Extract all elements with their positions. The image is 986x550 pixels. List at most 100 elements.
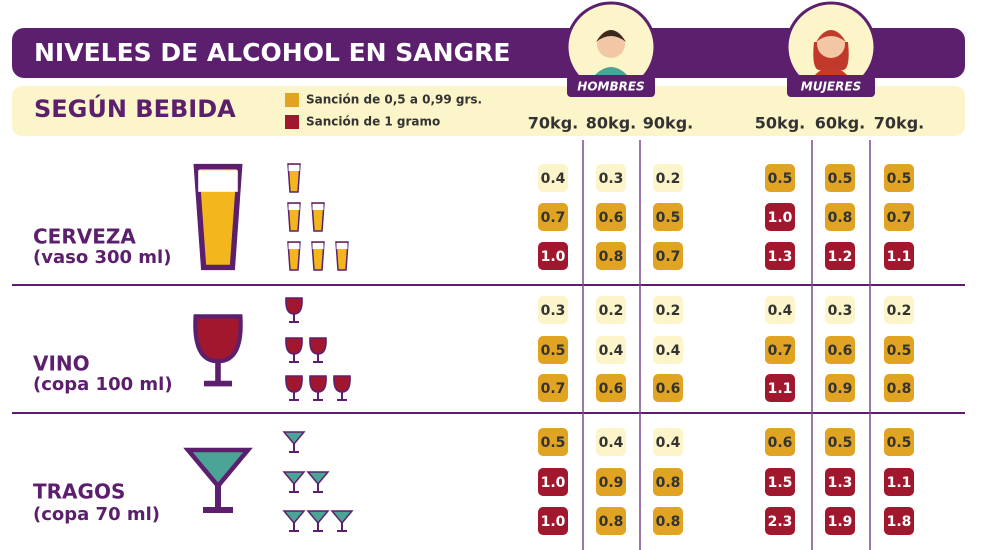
cell-value: 0.9 <box>599 475 624 491</box>
small-glass <box>309 375 327 393</box>
column-header: 50kg. <box>755 114 805 133</box>
cell-value: 0.3 <box>541 303 566 319</box>
cell-bg <box>653 296 683 324</box>
cell-value: 0.4 <box>656 343 681 359</box>
column-header: 70kg. <box>528 114 578 133</box>
group-label: MUJERES <box>801 80 861 94</box>
cell-bg <box>825 336 855 364</box>
big-glass-foam <box>198 170 238 192</box>
cell-value: 0.8 <box>828 210 853 226</box>
cell-bg <box>884 242 914 270</box>
cell-bg <box>765 242 795 270</box>
cell-bg <box>825 507 855 535</box>
cell-value: 0.7 <box>541 210 566 226</box>
small-glass <box>282 431 306 446</box>
cell-bg <box>653 203 683 231</box>
cell-value: 0.6 <box>599 381 624 397</box>
cell-bg <box>538 336 568 364</box>
subtitle-band <box>12 86 965 136</box>
group-ribbon <box>787 75 875 97</box>
cell-bg <box>884 468 914 496</box>
big-glass-stem <box>204 361 232 387</box>
cell-bg <box>653 242 683 270</box>
cell-bg <box>596 242 626 270</box>
cell-value: 0.2 <box>656 303 681 319</box>
cell-bg <box>596 203 626 231</box>
small-glass <box>285 297 303 315</box>
group-label: HOMBRES <box>577 80 644 94</box>
legend-label: Sanción de 1 gramo <box>306 115 440 129</box>
cell-bg <box>884 164 914 192</box>
cell-value: 0.2 <box>887 303 912 319</box>
cell-bg <box>538 507 568 535</box>
cell-value: 0.7 <box>541 381 566 397</box>
subtitle: SEGÚN BEBIDA <box>34 93 236 123</box>
group-ribbon <box>567 75 655 97</box>
cell-value: 0.6 <box>828 343 853 359</box>
cell-value: 0.5 <box>887 343 912 359</box>
drink-name: VINO <box>33 352 90 376</box>
cell-bg <box>538 468 568 496</box>
small-glass-stem <box>313 354 323 363</box>
drink-name: TRAGOS <box>33 480 125 504</box>
cell-value: 1.3 <box>768 249 793 265</box>
column-header: 70kg. <box>874 114 924 133</box>
small-glass <box>333 375 351 393</box>
cell-bg <box>825 374 855 402</box>
cell-value: 0.6 <box>768 435 793 451</box>
cell-bg <box>653 374 683 402</box>
cell-bg <box>765 336 795 364</box>
column-header: 60kg. <box>815 114 865 133</box>
big-glass <box>193 314 243 364</box>
cell-bg <box>653 336 683 364</box>
cell-value: 0.5 <box>541 343 566 359</box>
cell-bg <box>825 203 855 231</box>
big-glass-stem <box>203 486 233 513</box>
small-glass <box>282 510 306 525</box>
cell-value: 0.7 <box>656 249 681 265</box>
cell-bg <box>765 468 795 496</box>
cell-bg <box>765 374 795 402</box>
small-glass-stem <box>289 444 299 453</box>
avatar-hair <box>596 30 626 42</box>
cell-bg <box>596 296 626 324</box>
cell-value: 0.2 <box>656 171 681 187</box>
cell-value: 1.9 <box>828 514 853 530</box>
cell-value: 0.5 <box>887 171 912 187</box>
cell-bg <box>884 507 914 535</box>
cell-value: 0.4 <box>599 343 624 359</box>
cell-bg <box>765 428 795 456</box>
cell-bg <box>596 468 626 496</box>
drink-serving: (vaso 300 ml) <box>33 247 171 268</box>
cell-value: 0.5 <box>828 171 853 187</box>
cell-bg <box>884 296 914 324</box>
cell-bg <box>825 242 855 270</box>
small-glass-stem <box>337 523 347 532</box>
cell-value: 1.5 <box>768 475 793 491</box>
cell-value: 0.4 <box>599 435 624 451</box>
cell-value: 0.3 <box>828 303 853 319</box>
cell-value: 0.4 <box>541 171 566 187</box>
cell-bg <box>825 428 855 456</box>
cell-bg <box>765 164 795 192</box>
cell-value: 1.0 <box>541 249 566 265</box>
cell-value: 1.0 <box>541 475 566 491</box>
cell-value: 1.1 <box>887 249 912 265</box>
small-glass-stem <box>313 392 323 401</box>
small-glass-foam <box>312 204 324 210</box>
cell-value: 0.7 <box>768 343 793 359</box>
cell-value: 0.4 <box>656 435 681 451</box>
cell-value: 0.5 <box>541 435 566 451</box>
column-lines <box>582 140 871 550</box>
cell-value: 1.8 <box>887 514 912 530</box>
small-glass <box>282 471 306 486</box>
cell-bg <box>596 374 626 402</box>
cell-value: 0.4 <box>768 303 793 319</box>
cell-bg <box>825 296 855 324</box>
small-glass-foam <box>336 243 348 249</box>
small-glass-stem <box>289 392 299 401</box>
title: NIVELES DE ALCOHOL EN SANGRE <box>34 38 510 67</box>
drink-name: CERVEZA <box>33 225 136 249</box>
cell-value: 0.9 <box>828 381 853 397</box>
